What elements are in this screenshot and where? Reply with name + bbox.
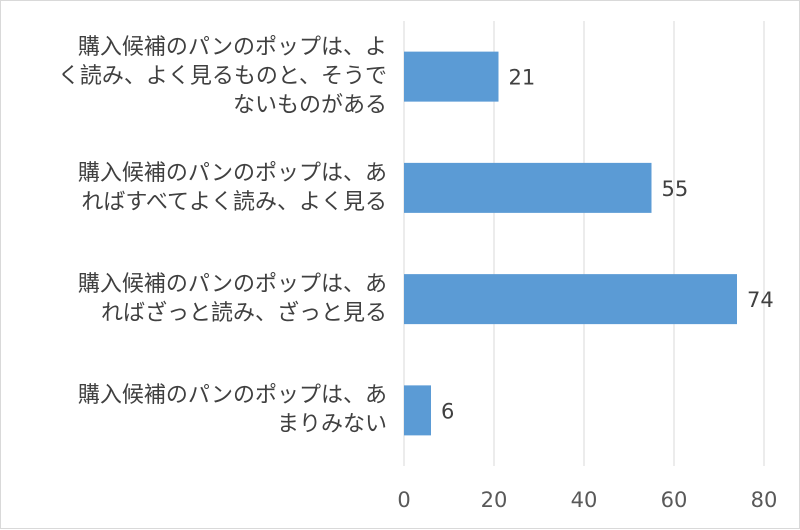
x-tick-label: 20	[481, 488, 508, 512]
x-tick-label: 60	[661, 488, 688, 512]
x-tick-label: 40	[571, 488, 598, 512]
bar-2	[404, 162, 652, 213]
category-label-line: 購入候補のパンのポップは、あ	[77, 272, 387, 298]
category-label-2: 購入候補のパンのポップは、あ ればすべてよく読み、よく見る	[7, 159, 387, 217]
x-tick-label: 80	[751, 488, 778, 512]
data-label-4: 6	[441, 399, 454, 423]
data-label-3: 74	[747, 288, 774, 312]
category-label-line: ないものがある	[232, 93, 387, 119]
category-label-line: ればざっと読み、ざっと見る	[100, 301, 387, 327]
category-label-line: ればすべてよく読み、よく見る	[81, 189, 387, 215]
bar-4	[404, 385, 431, 436]
category-label-line: まりみない	[276, 412, 387, 438]
category-label-3: 購入候補のパンのポップは、あればざっと読み、ざっと見る	[7, 270, 387, 328]
x-tick-label: 0	[397, 488, 410, 512]
category-label-line: 購入候補のパンのポップは、あ	[77, 160, 387, 186]
bar-3	[404, 274, 737, 325]
bar-1	[404, 51, 499, 102]
category-label-1: 購入候補のパンのポップは、よく読み、よく見るものと、そうでないものがある	[7, 33, 387, 120]
category-label-line: く読み、よく見るものと、そうで	[57, 64, 387, 90]
data-label-1: 21	[509, 66, 536, 90]
category-label-4: 購入候補のパンのポップは、あまりみない	[7, 381, 387, 439]
data-label-2: 55	[662, 177, 689, 201]
category-label-line: 購入候補のパンのポップは、あ	[77, 383, 387, 409]
category-label-line: 購入候補のパンのポップは、よ	[77, 35, 387, 61]
